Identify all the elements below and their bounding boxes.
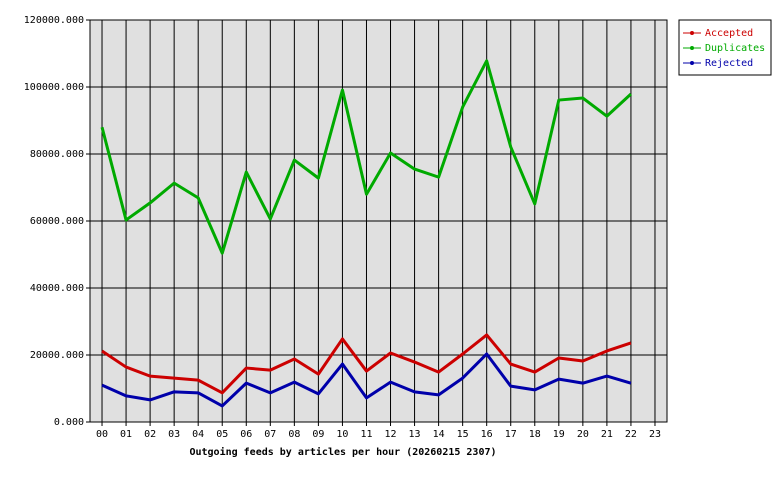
legend-marker (690, 46, 694, 50)
x-tick-label: 14 (433, 429, 445, 440)
x-tick-label: 02 (144, 429, 156, 440)
x-tick-label: 22 (625, 429, 637, 440)
x-tick-label: 09 (312, 429, 324, 440)
x-tick-label: 16 (481, 429, 493, 440)
y-tick-label: 100000.000 (24, 82, 84, 93)
x-tick-label: 13 (409, 429, 421, 440)
x-tick-label: 01 (120, 429, 132, 440)
x-tick-label: 07 (264, 429, 276, 440)
x-tick-label: 00 (96, 429, 108, 440)
x-tick-label: 15 (457, 429, 469, 440)
series-line (101, 333, 632, 395)
x-tick-label: 03 (168, 429, 180, 440)
series-line (100, 59, 632, 255)
x-tick-label: 04 (192, 429, 204, 440)
y-tick-label: 0.000 (54, 417, 84, 428)
y-tick-label: 60000.000 (30, 216, 84, 227)
series-line (101, 352, 632, 408)
x-tick-label: 12 (384, 429, 396, 440)
x-tick-label: 11 (360, 429, 372, 440)
y-tick-label: 80000.000 (30, 149, 84, 160)
x-tick-label: 06 (240, 429, 252, 440)
x-axis-label: Outgoing feeds by articles per hour (202… (189, 446, 496, 458)
x-tick-label: 18 (529, 429, 541, 440)
y-tick-label: 20000.000 (30, 350, 84, 361)
x-tick-label: 05 (216, 429, 228, 440)
y-tick-label: 120000.000 (24, 15, 84, 26)
legend-marker (690, 61, 694, 65)
y-tick-label: 40000.000 (30, 283, 84, 294)
legend-label: Accepted (705, 28, 753, 39)
legend-label: Rejected (705, 58, 753, 69)
x-tick-label: 10 (336, 429, 348, 440)
legend-marker (690, 31, 694, 35)
x-tick-label: 08 (288, 429, 300, 440)
x-tick-label: 23 (649, 429, 661, 440)
x-tick-label: 21 (601, 429, 613, 440)
legend-label: Duplicates (705, 43, 765, 54)
x-tick-label: 17 (505, 429, 517, 440)
x-tick-label: 20 (577, 429, 589, 440)
x-tick-label: 19 (553, 429, 565, 440)
